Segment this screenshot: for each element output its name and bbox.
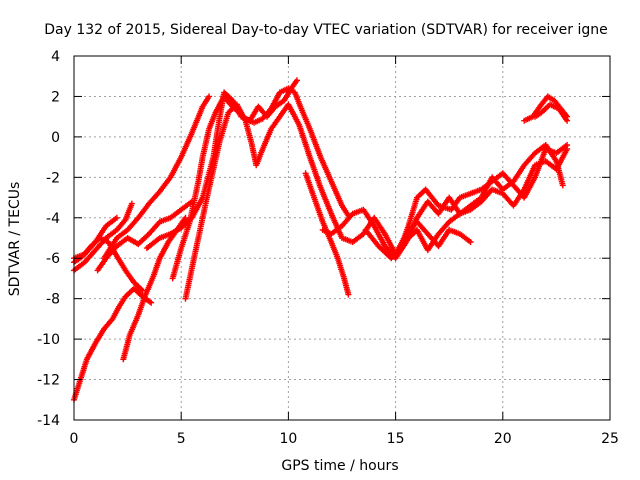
- x-axis-label: GPS time / hours: [281, 458, 398, 474]
- series-arc-14: [401, 142, 566, 254]
- x-tick-label: 10: [279, 431, 297, 447]
- y-tick-label: 0: [51, 130, 60, 146]
- series-arc-16: [532, 101, 571, 124]
- data-points: [362, 142, 571, 262]
- ticks: 0 5 10 15 20 25 -14 -12 -10 -8 -6 -4 -2 0 2 4: [37, 49, 619, 447]
- series-arc-12: [319, 146, 571, 262]
- x-tick-label: 25: [601, 431, 619, 447]
- series-arc-13: [362, 142, 571, 262]
- y-tick-label: -2: [46, 170, 60, 186]
- series-arc-11: [302, 170, 352, 298]
- x-tick-label: 0: [70, 431, 79, 447]
- data-points: [532, 101, 571, 124]
- series-arc-10: [182, 101, 474, 302]
- y-axis-label: SDTVAR / TECUs: [7, 182, 23, 297]
- data-points: [182, 101, 474, 302]
- y-tick-label: 2: [51, 89, 60, 105]
- data-points: [101, 93, 213, 262]
- y-tick-label: -14: [37, 413, 60, 429]
- x-tick-label: 5: [177, 431, 186, 447]
- y-tick-label: -6: [46, 251, 60, 267]
- plot-frame: [73, 55, 611, 421]
- y-tick-label: -8: [46, 292, 60, 308]
- data-points: [302, 170, 352, 298]
- series-group: [71, 77, 571, 403]
- chart-title: Day 132 of 2015, Sidereal Day-to-day VTE…: [44, 22, 607, 38]
- data-points: [94, 198, 195, 274]
- data-points: [169, 85, 352, 282]
- x-tick-label: 20: [494, 431, 512, 447]
- series-arc-7: [101, 93, 213, 262]
- data-points: [401, 142, 566, 254]
- x-tick-label: 15: [387, 431, 405, 447]
- series-arc-9: [169, 85, 352, 282]
- series-arc-5: [94, 198, 195, 274]
- data-points: [319, 146, 571, 262]
- y-tick-label: 4: [51, 49, 60, 65]
- y-tick-label: -10: [37, 332, 60, 348]
- y-tick-label: -4: [46, 211, 60, 227]
- y-tick-label: -12: [37, 373, 60, 389]
- grid: [74, 56, 610, 420]
